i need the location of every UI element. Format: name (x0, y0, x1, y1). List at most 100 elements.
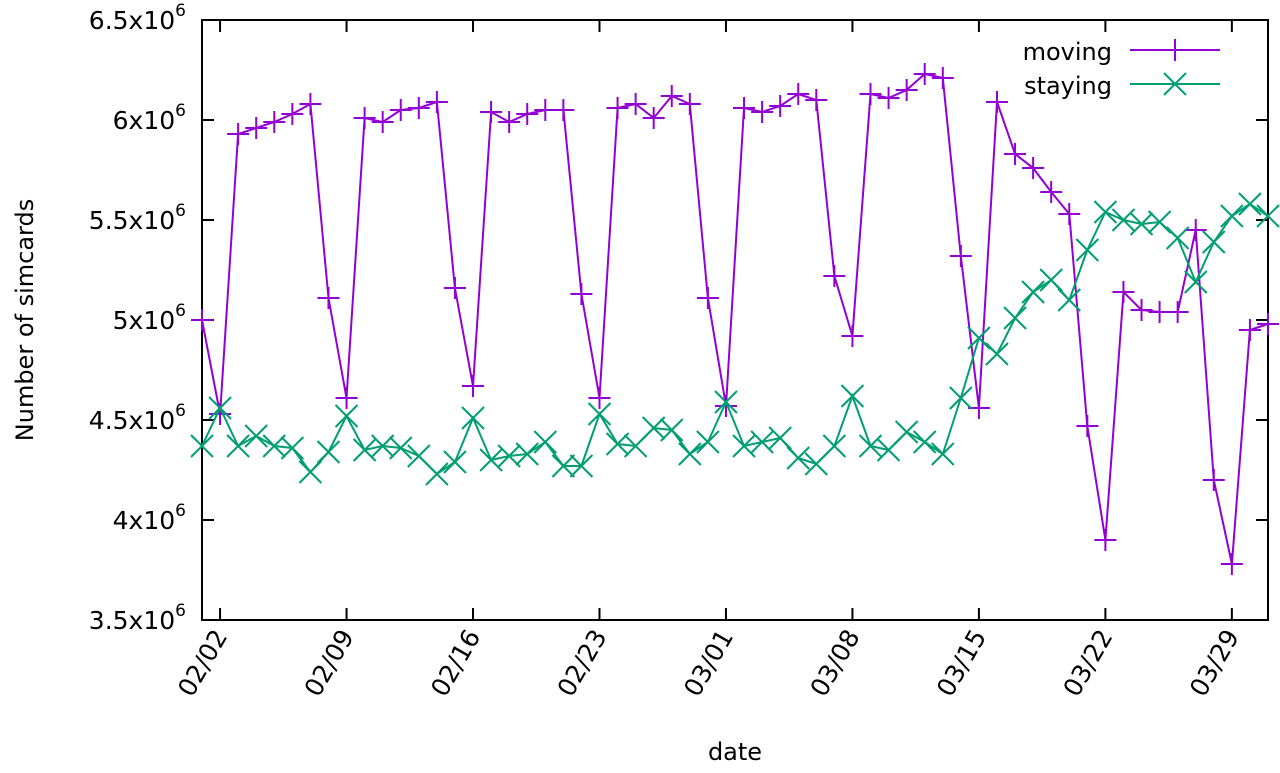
data-point-staying (786, 446, 810, 470)
data-point-staying (316, 440, 341, 464)
data-point-staying (1021, 280, 1045, 304)
y-tick-label: 5.5x106 (89, 201, 186, 235)
data-point-staying (1111, 208, 1136, 232)
data-point-staying (208, 396, 232, 420)
data-point-moving (425, 91, 448, 113)
data-point-staying (1075, 238, 1100, 262)
data-point-moving (389, 99, 412, 121)
data-point-staying (569, 454, 594, 478)
data-point-staying (858, 434, 883, 458)
y-tick-label: 4x106 (113, 501, 186, 535)
data-point-staying (1220, 204, 1244, 228)
y-axis-label: Number of simcards (11, 199, 39, 441)
data-point-staying (1256, 204, 1280, 228)
data-point-moving (751, 101, 774, 123)
data-point-moving (805, 89, 828, 111)
x-tick-label: 02/23 (552, 625, 613, 702)
data-point-staying (1003, 306, 1027, 330)
data-point-staying (931, 442, 955, 466)
data-point-moving (281, 103, 304, 125)
data-point-moving (733, 97, 756, 119)
data-point-moving (335, 387, 358, 409)
data-point-moving (317, 287, 340, 309)
data-point-staying (696, 430, 720, 454)
data-point-staying (389, 436, 413, 460)
data-point-moving (1022, 157, 1045, 179)
data-point-moving (1094, 529, 1117, 551)
legend-sample-moving (1130, 39, 1220, 61)
x-tick-label: 02/16 (425, 625, 486, 702)
data-point-staying (967, 326, 991, 350)
plot-border (201, 19, 1269, 621)
y-tick-label: 6.5x106 (89, 1, 186, 35)
data-point-staying (280, 436, 305, 460)
data-point-staying (714, 390, 738, 414)
data-point-moving (227, 123, 250, 145)
data-point-staying (443, 450, 467, 474)
y-tick-label: 3.5x106 (89, 601, 186, 635)
data-point-moving (642, 107, 665, 129)
data-point-moving (516, 103, 539, 125)
data-point-moving (480, 101, 503, 123)
data-point-staying (352, 438, 377, 462)
data-point-moving (353, 107, 376, 129)
data-point-moving (931, 67, 954, 89)
data-point-moving (624, 93, 647, 115)
data-point-moving (1112, 281, 1135, 303)
data-point-moving (407, 97, 430, 119)
legend: moving staying (1023, 38, 1220, 100)
data-point-staying (822, 434, 847, 458)
data-point-moving (696, 287, 719, 309)
y-tick-label: 6x106 (113, 101, 186, 135)
data-point-moving (823, 265, 846, 287)
x-axis-ticks: 02/02 02/09 02/16 02/23 03/01 03/08 03/15 03/22… (172, 20, 1245, 701)
data-point-moving (678, 93, 701, 115)
data-point-staying (587, 402, 612, 426)
data-point-moving (552, 99, 575, 121)
data-point-moving (985, 91, 1008, 113)
data-point-staying (1093, 200, 1118, 224)
data-point-moving (1257, 313, 1279, 335)
data-point-moving (498, 111, 521, 133)
data-point-moving (895, 79, 918, 101)
data-point-moving (769, 95, 792, 117)
legend-label-moving: moving (1023, 38, 1112, 66)
data-point-staying (190, 434, 214, 458)
data-point-staying (732, 434, 756, 458)
legend-marker-staying (1163, 72, 1187, 96)
data-point-moving (949, 245, 972, 267)
data-point-moving (299, 93, 322, 115)
series-line-staying (201, 202, 1269, 476)
data-point-staying (425, 462, 449, 486)
data-point-staying (1184, 270, 1208, 294)
data-point-staying (949, 386, 973, 410)
x-axis-label: date (708, 738, 762, 766)
data-point-moving (1202, 469, 1225, 491)
data-point-moving (714, 395, 737, 417)
data-point-staying (479, 448, 503, 472)
data-point-moving (371, 111, 394, 133)
legend-marker-moving (1164, 39, 1186, 61)
data-point-moving (1040, 181, 1063, 203)
data-point-moving (1076, 415, 1099, 437)
data-point-moving (263, 111, 286, 133)
data-point-staying (298, 460, 323, 484)
data-point-moving (1166, 301, 1189, 323)
y-axis-ticks: 3.5x106 4x106 4.5x106 5x106 5.5x106 6x106 6.5x… (89, 1, 1268, 635)
data-point-moving (787, 83, 810, 105)
data-point-moving (570, 283, 593, 305)
data-point-staying (1039, 268, 1063, 292)
data-point-staying (985, 342, 1009, 366)
data-point-moving (1220, 553, 1243, 575)
x-tick-label: 02/02 (172, 625, 233, 702)
data-point-staying (750, 430, 774, 454)
data-point-staying (1202, 230, 1226, 254)
x-tick-label: 03/08 (804, 625, 865, 702)
x-tick-label: 03/15 (931, 625, 992, 702)
legend-label-staying: staying (1024, 72, 1112, 100)
x-tick-label: 03/01 (678, 625, 739, 702)
series-layer (190, 63, 1280, 575)
data-point-moving (1004, 143, 1027, 165)
data-point-moving (1058, 203, 1081, 225)
